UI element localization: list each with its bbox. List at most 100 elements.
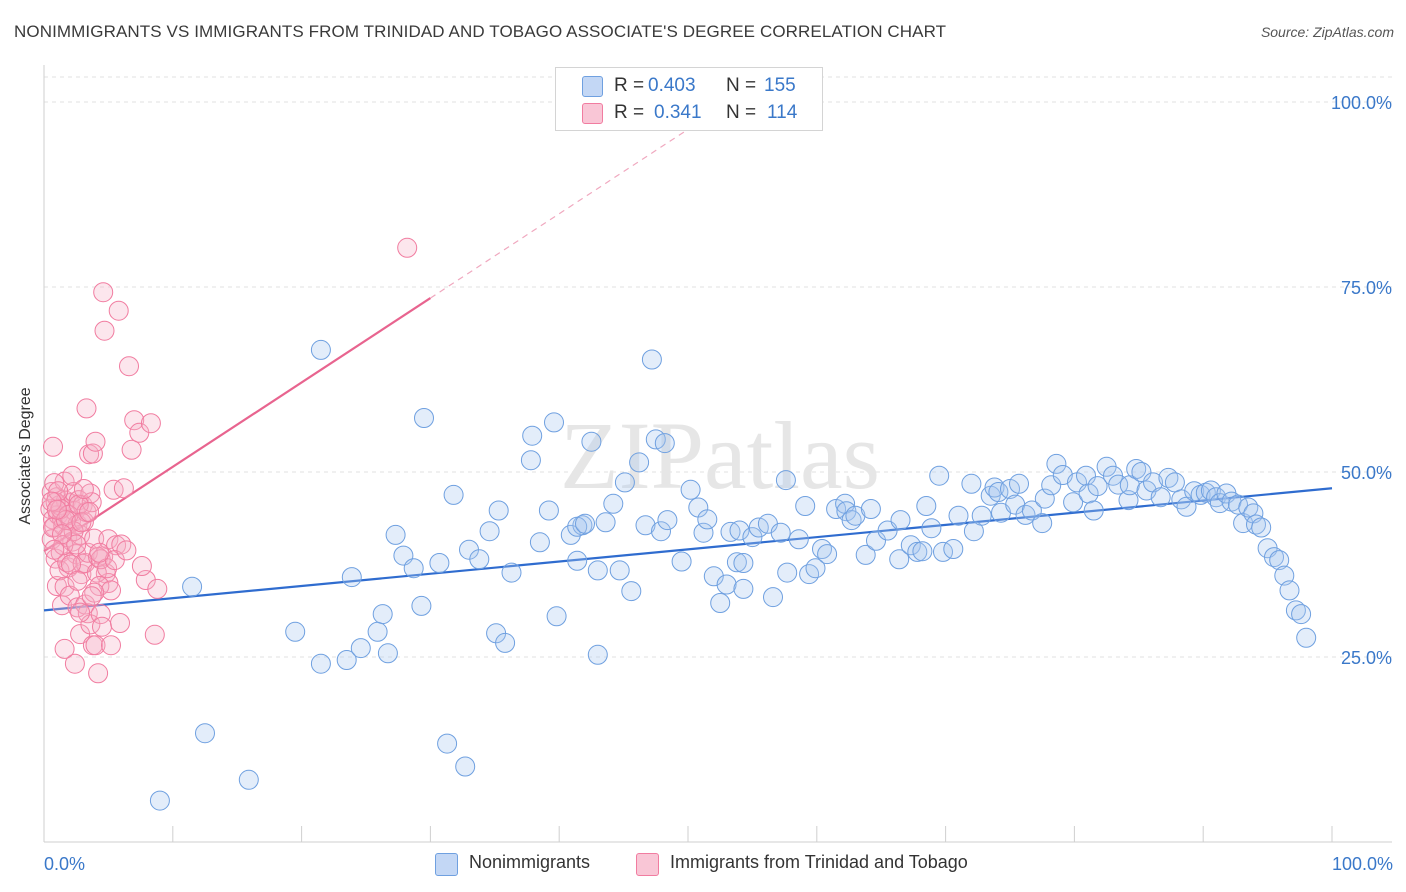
data-point: [907, 541, 928, 562]
data-point: [866, 530, 886, 551]
data-point: [1296, 627, 1317, 648]
data-point: [367, 621, 388, 642]
data-point: [110, 613, 130, 633]
data-point: [651, 521, 671, 542]
data-point: [1118, 490, 1139, 511]
data-point: [437, 733, 458, 754]
blue-swatch: [582, 76, 603, 97]
data-point: [1063, 492, 1084, 513]
n-value: 155: [764, 75, 796, 96]
data-point: [1285, 600, 1306, 621]
data-point: [1009, 473, 1029, 494]
data-point: [733, 578, 754, 599]
data-point: [68, 494, 89, 515]
trend-lines: [43, 128, 1333, 612]
data-point: [101, 635, 121, 656]
r-value: 0.403: [648, 75, 696, 96]
y-axis-title: Associate's Degree: [17, 387, 34, 525]
data-point: [777, 562, 798, 583]
data-point: [929, 465, 950, 486]
data-point: [310, 653, 331, 674]
data-point: [73, 479, 94, 499]
pink-swatch: [636, 853, 659, 876]
data-point: [70, 602, 91, 623]
correlation-legend: R = 0.403 N = 155 R = 0.341 N = 114: [555, 67, 823, 131]
data-point: [1032, 513, 1053, 534]
r-value: 0.341: [654, 102, 702, 123]
data-point: [92, 616, 112, 637]
data-point: [657, 510, 678, 531]
data-point: [654, 433, 675, 454]
data-point: [912, 541, 933, 562]
x-tick-label: 100.0%: [1332, 854, 1393, 874]
legend-label: Immigrants from Trinidad and Tobago: [670, 852, 968, 872]
data-point: [377, 643, 398, 664]
data-point: [629, 452, 650, 473]
data-point: [733, 553, 754, 573]
data-point: [1264, 547, 1284, 568]
n-label: N =: [726, 75, 757, 96]
data-point: [693, 522, 714, 543]
data-point: [635, 515, 656, 536]
data-point: [62, 465, 83, 486]
data-point: [948, 505, 969, 526]
data-point: [770, 522, 791, 543]
data-point: [336, 650, 357, 670]
data-point: [1206, 487, 1227, 508]
data-point: [1076, 465, 1096, 486]
data-point: [1126, 459, 1147, 479]
data-point: [587, 644, 608, 665]
data-point: [890, 510, 911, 531]
data-point: [397, 237, 418, 258]
data-point: [310, 339, 331, 360]
data-point: [544, 412, 564, 433]
data-point: [44, 539, 65, 560]
data-point: [67, 597, 88, 618]
chart-title: NONIMMIGRANTS VS IMMIGRANTS FROM TRINIDA…: [14, 22, 947, 41]
data-point: [742, 527, 763, 548]
data-point: [1269, 550, 1290, 571]
y-tick-label: 25.0%: [1341, 648, 1392, 668]
data-point: [88, 663, 109, 684]
axes: [43, 65, 1392, 843]
data-point: [67, 570, 88, 591]
data-point: [1279, 580, 1300, 601]
data-point: [1251, 517, 1272, 538]
data-point: [603, 493, 624, 514]
data-point: [455, 756, 476, 777]
data-point: [116, 540, 137, 561]
data-point: [82, 443, 103, 464]
data-point: [697, 509, 718, 530]
data-point: [522, 425, 543, 446]
data-point: [860, 499, 881, 519]
data-point: [81, 586, 102, 607]
data-point: [443, 484, 464, 505]
data-point: [799, 564, 820, 585]
data-point: [350, 638, 371, 659]
data-point: [1087, 476, 1108, 497]
y-tick-label: 75.0%: [1341, 278, 1392, 298]
watermark: ZIPatlas: [560, 402, 880, 509]
data-point: [1291, 604, 1312, 625]
blue-swatch: [435, 853, 458, 876]
source-credit: Source: ZipAtlas.com: [1260, 24, 1394, 40]
data-point: [729, 520, 750, 541]
data-point: [1246, 514, 1266, 535]
data-point: [726, 552, 747, 573]
data-point: [54, 638, 75, 659]
data-point: [788, 529, 809, 550]
data-point: [101, 580, 121, 601]
data-point: [285, 621, 306, 642]
data-point: [921, 518, 942, 539]
data-point: [113, 478, 134, 499]
trend-line-extension: [430, 128, 689, 299]
series-immigrants: [40, 237, 418, 684]
data-point: [587, 560, 608, 581]
data-point: [961, 473, 982, 494]
data-point: [609, 560, 630, 581]
tick-labels: 25.0% 50.0% 75.0% 100.0% 0.0% 100.0%: [44, 93, 1393, 874]
data-point: [1164, 472, 1185, 493]
data-point: [1034, 488, 1055, 509]
data-point: [58, 504, 79, 525]
